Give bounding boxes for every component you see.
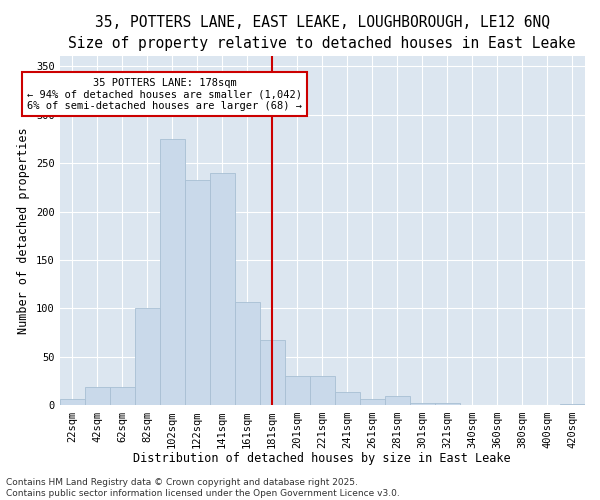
- Bar: [360, 398, 385, 406]
- Bar: [310, 376, 335, 406]
- Y-axis label: Number of detached properties: Number of detached properties: [17, 128, 31, 334]
- Bar: [134, 308, 160, 406]
- Bar: [260, 340, 285, 406]
- Bar: [410, 402, 435, 406]
- Bar: [235, 302, 260, 406]
- Text: 35 POTTERS LANE: 178sqm
← 94% of detached houses are smaller (1,042)
6% of semi-: 35 POTTERS LANE: 178sqm ← 94% of detache…: [27, 78, 302, 111]
- Bar: [385, 396, 410, 406]
- Bar: [435, 402, 460, 406]
- Bar: [160, 139, 185, 406]
- Bar: [285, 376, 310, 406]
- Bar: [59, 398, 85, 406]
- X-axis label: Distribution of detached houses by size in East Leake: Distribution of detached houses by size …: [133, 452, 511, 465]
- Text: Contains HM Land Registry data © Crown copyright and database right 2025.
Contai: Contains HM Land Registry data © Crown c…: [6, 478, 400, 498]
- Bar: [335, 392, 360, 406]
- Bar: [110, 387, 134, 406]
- Bar: [209, 172, 235, 406]
- Bar: [185, 180, 209, 406]
- Bar: [85, 387, 110, 406]
- Title: 35, POTTERS LANE, EAST LEAKE, LOUGHBOROUGH, LE12 6NQ
Size of property relative t: 35, POTTERS LANE, EAST LEAKE, LOUGHBOROU…: [68, 15, 576, 51]
- Bar: [560, 404, 585, 406]
